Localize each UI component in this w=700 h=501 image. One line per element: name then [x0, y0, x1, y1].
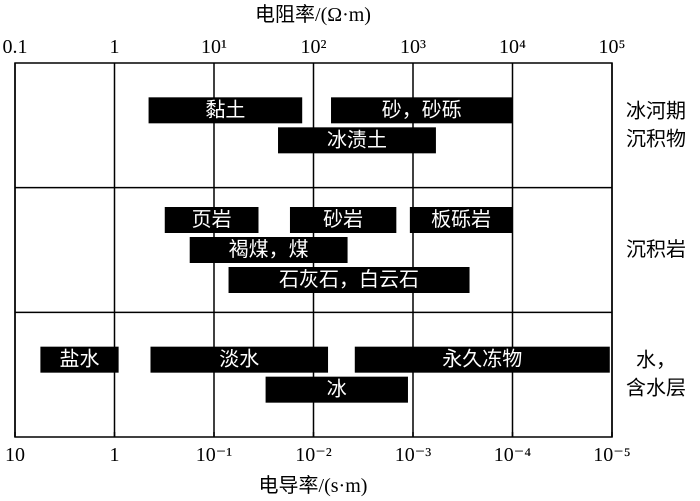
bottom-tick-label: 10⁻³	[395, 444, 432, 466]
range-bar	[189, 237, 348, 263]
bar-label: 冰渍土	[327, 128, 387, 151]
bar-label: 板砾岩	[431, 208, 491, 231]
bottom-tick-label: 10	[5, 444, 25, 466]
range-bar	[148, 97, 303, 124]
bottom-tick-label: 1	[110, 444, 120, 466]
bar-label: 页岩	[192, 208, 232, 231]
bar-label: 石灰石，白云石	[279, 268, 419, 291]
top-tick-label: 10¹	[201, 36, 227, 58]
top-tick-label: 1	[110, 36, 120, 58]
range-bar	[150, 346, 329, 373]
plot-frame	[14, 62, 613, 438]
range-bar	[409, 207, 513, 233]
bar-label: 砂，砂砾	[382, 98, 462, 121]
bar-label: 砂岩	[323, 208, 363, 231]
top-tick-label: 10⁵	[599, 36, 626, 58]
top-tick-label: 10³	[400, 36, 426, 58]
bottom-tick-label: 10⁻²	[295, 444, 332, 466]
bar-label: 盐水	[60, 348, 100, 371]
range-bar	[40, 346, 119, 373]
bottom-axis-title: 电导率/(s·m)	[259, 474, 368, 497]
range-bar	[331, 97, 513, 124]
top-axis-title: 电阻率/(Ω·m)	[255, 3, 371, 26]
range-bar	[265, 376, 408, 403]
bar-label: 褐煤，煤	[229, 238, 309, 261]
top-tick-label: 10²	[301, 36, 327, 58]
bar-label: 冰	[327, 378, 347, 401]
group-label: 冰河期	[626, 99, 686, 122]
bottom-tick-label: 10⁻⁴	[494, 444, 532, 466]
range-bar	[354, 346, 610, 373]
bar-label: 黏土	[205, 98, 245, 121]
bar-label: 永久冻物	[442, 348, 522, 371]
bar-label: 淡水	[219, 348, 259, 371]
bottom-tick-label: 10⁻⁵	[593, 444, 631, 466]
group-label: 水，	[636, 349, 676, 372]
top-tick-label: 0.1	[3, 36, 28, 58]
range-bar	[164, 207, 259, 233]
group-label: 沉积物	[626, 127, 686, 150]
range-bar	[228, 267, 470, 293]
group-label: 含水层	[626, 377, 686, 400]
range-bar	[289, 207, 397, 233]
bottom-tick-label: 10⁻¹	[196, 444, 233, 466]
group-label: 沉积岩	[626, 238, 686, 261]
top-tick-label: 10⁴	[499, 36, 526, 58]
range-bar	[278, 127, 436, 154]
